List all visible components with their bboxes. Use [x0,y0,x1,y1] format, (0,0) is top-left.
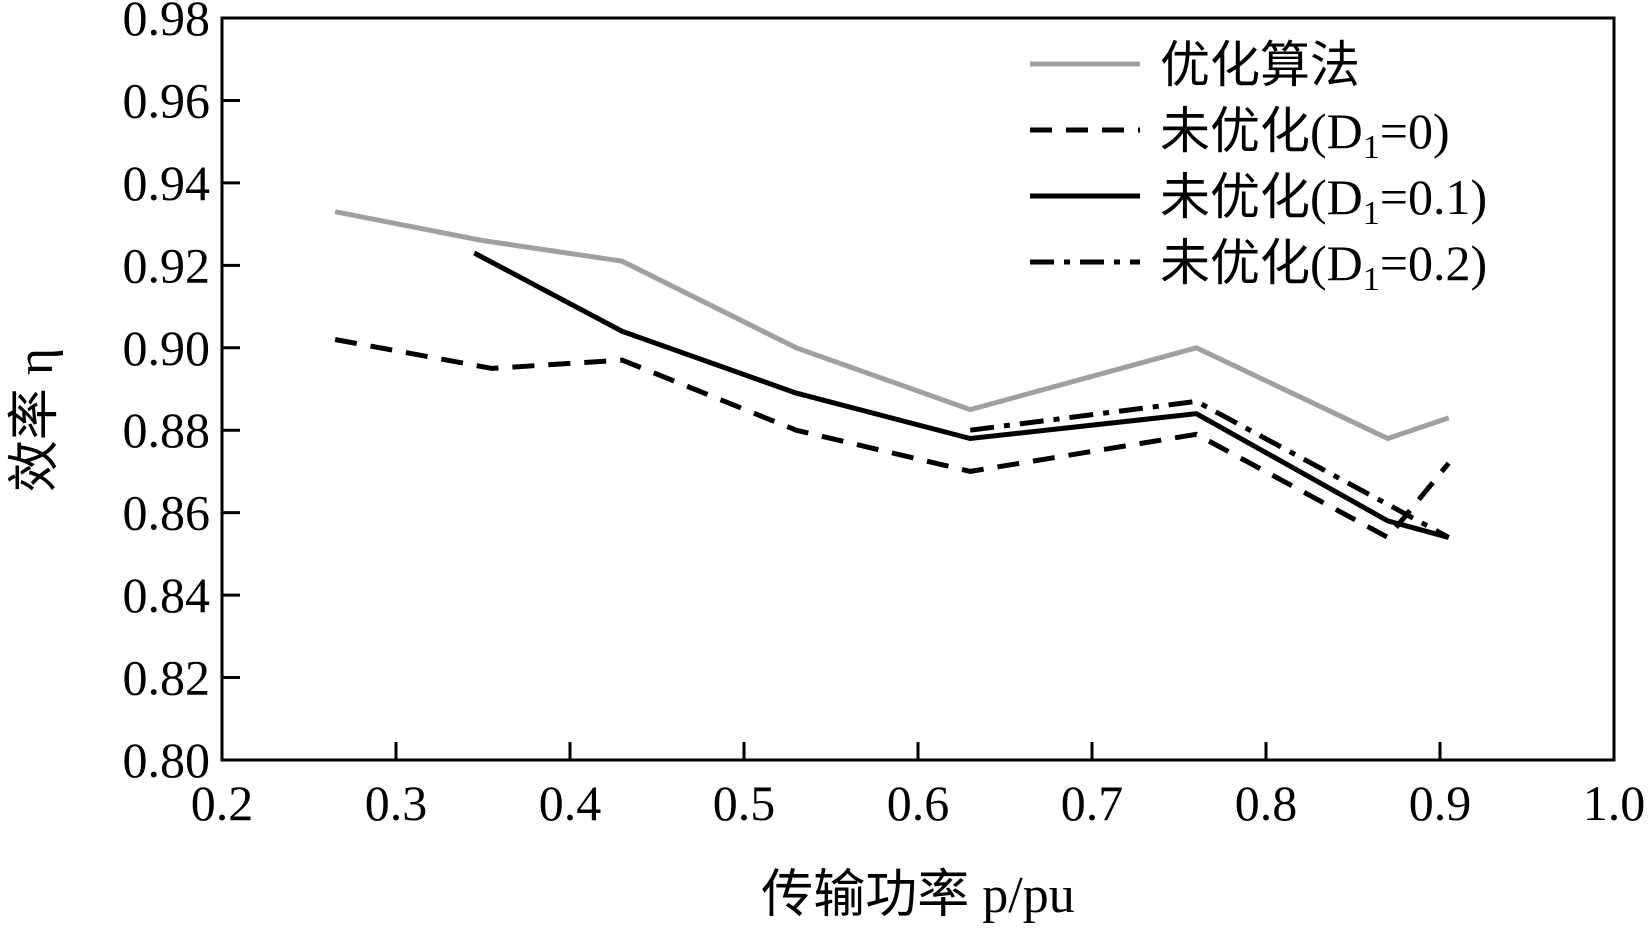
y-tick-label: 0.86 [123,485,211,541]
series-line-3 [473,250,1450,540]
x-tick-label: 0.2 [191,775,254,831]
series-line-1 [334,209,1450,442]
legend-label-1: 优化算法 [1160,37,1360,93]
legend-subscript: 1 [1363,129,1380,166]
y-tick-label: 0.90 [123,320,211,376]
legend-label-2: 未优化(D1=0) [1160,103,1450,166]
x-tick-label: 0.5 [713,775,776,831]
x-axis-label: 传输功率 p/pu [761,867,1074,924]
x-tick-label: 0.7 [1061,775,1124,831]
legend-label-3: 未优化(D1=0.1) [1160,169,1487,232]
legend-subscript: 1 [1363,261,1380,298]
legend-suffix: =0.1) [1380,169,1487,225]
y-tick-label: 0.80 [123,732,211,788]
y-tick-label: 0.84 [123,567,211,623]
legend-subscript: 1 [1363,195,1380,232]
y-tick-label: 0.88 [123,402,211,458]
legend-suffix: =0.2) [1380,235,1487,291]
x-tick-label: 0.6 [887,775,950,831]
y-axis: 0.80 0.82 0.84 0.86 0.88 0.90 0.92 0.94 0.96 0.98 [123,0,240,788]
x-tick-label: 0.4 [539,775,602,831]
x-tick-label: 0.3 [365,775,428,831]
y-tick-label: 0.92 [123,237,211,293]
x-axis: 0.2 0.3 0.4 0.5 0.6 0.7 0.8 0.9 1.0 [191,742,1646,831]
legend-suffix: =0) [1380,103,1450,159]
series-layer [334,209,1451,541]
y-tick-label: 0.98 [123,0,211,46]
x-tick-label: 0.8 [1235,775,1298,831]
x-tick-label: 0.9 [1409,775,1472,831]
y-tick-label: 0.82 [123,650,211,706]
y-tick-label: 0.94 [123,155,211,211]
y-tick-label: 0.96 [123,72,211,128]
x-tick-label: 1.0 [1583,775,1646,831]
y-axis-label: 效率 η [7,348,64,492]
series-line-4 [969,398,1450,540]
legend-label-4: 未优化(D1=0.2) [1160,235,1487,298]
series-line-2 [334,337,1451,541]
